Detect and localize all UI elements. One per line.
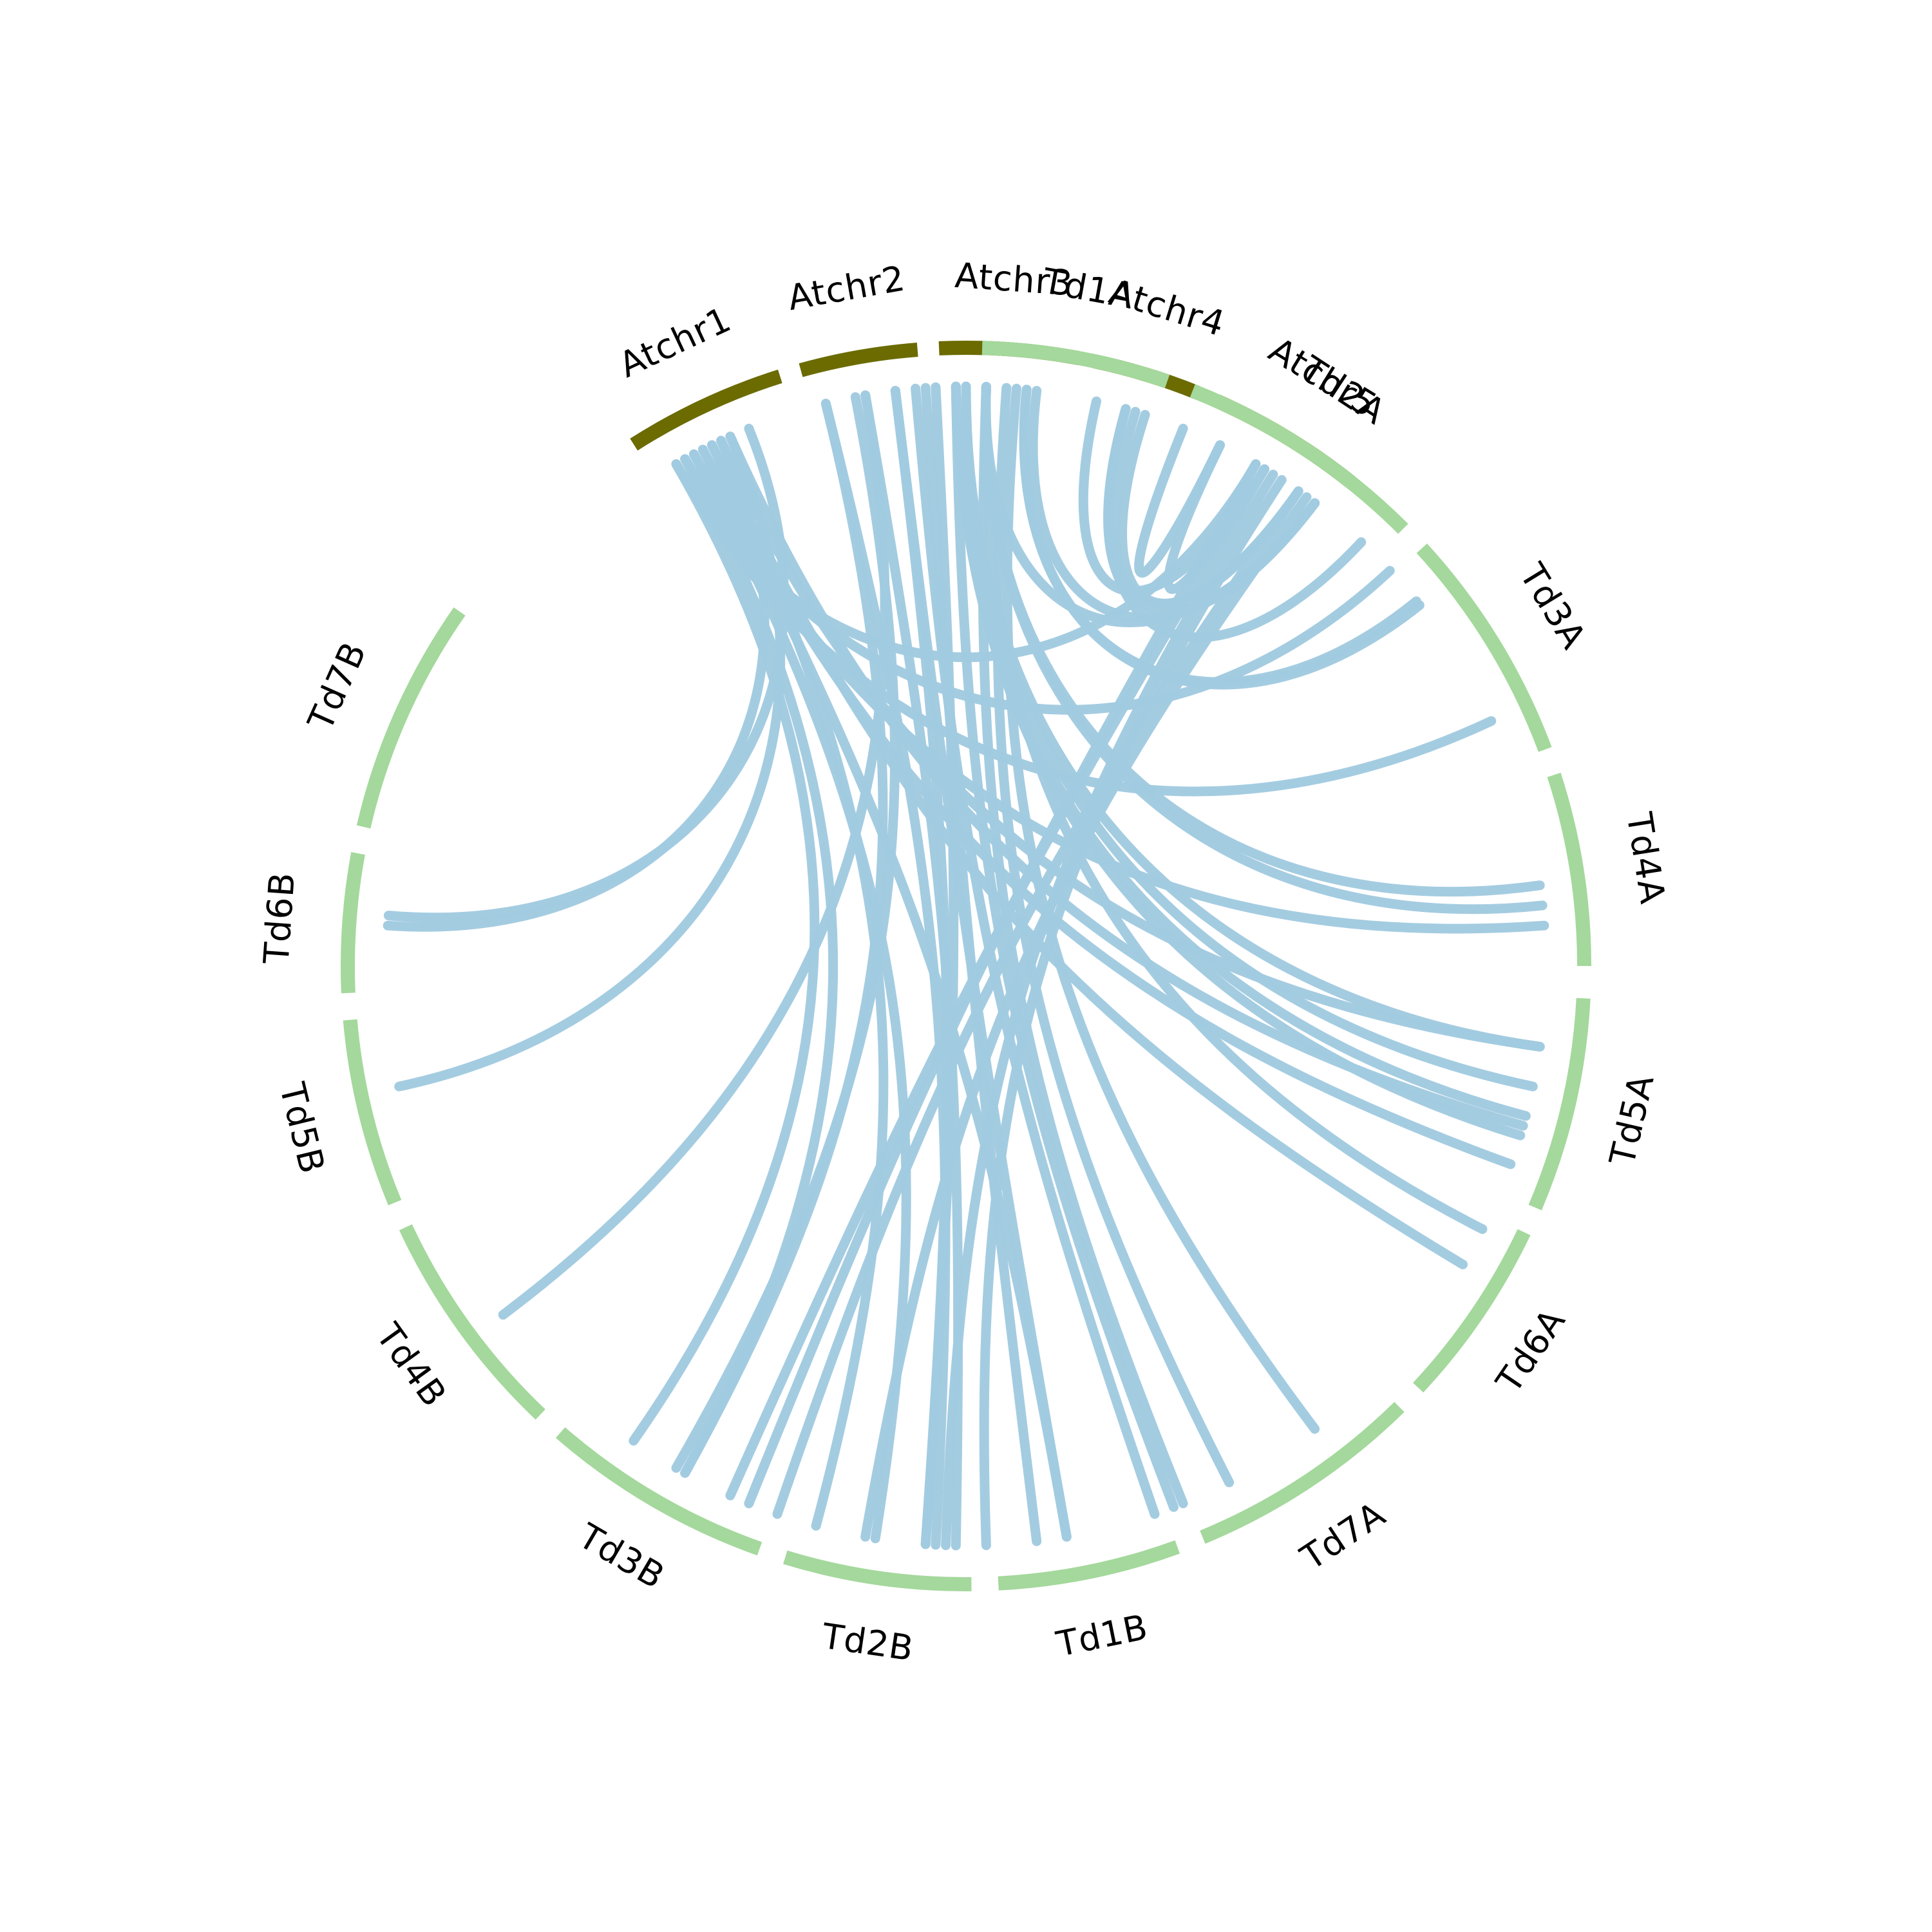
chromosome-label-td5a: Td5A bbox=[1602, 1070, 1662, 1170]
chromosome-arcs bbox=[341, 341, 1591, 1592]
chromosome-label-td3b: Td3B bbox=[571, 1515, 672, 1597]
chromosome-arc-atchr1 bbox=[630, 369, 782, 451]
synteny-link bbox=[725, 431, 1528, 1131]
chromosome-arc-td4a bbox=[1547, 772, 1591, 967]
synteny-link bbox=[1002, 383, 1320, 1434]
chromosome-arc-td3a bbox=[1416, 543, 1552, 752]
chromosome-arc-td2a bbox=[1189, 384, 1408, 534]
synteny-link bbox=[689, 449, 911, 1544]
synteny-link bbox=[725, 464, 1269, 1501]
chromosome-arc-td7a bbox=[1200, 1401, 1405, 1544]
chromosome-label-td6a: Td6A bbox=[1488, 1302, 1573, 1401]
chromosome-label-atchr1: Atchr1 bbox=[613, 299, 737, 386]
synteny-link bbox=[951, 381, 1179, 1512]
synteny-link bbox=[911, 383, 1160, 1519]
chromosome-label-td4b: Td4B bbox=[368, 1316, 455, 1414]
chromosome-arc-td7b bbox=[356, 607, 466, 829]
synteny-link bbox=[707, 440, 889, 1531]
chromosome-label-td2b: Td2B bbox=[819, 1616, 916, 1669]
synteny-link bbox=[383, 435, 770, 932]
synteny-link bbox=[920, 383, 1042, 1546]
chromosome-arc-td5a bbox=[1528, 998, 1591, 1211]
synteny-link bbox=[890, 386, 952, 1549]
synteny-link bbox=[978, 382, 1188, 1508]
chromosome-label-td1a: Td1A bbox=[1039, 260, 1137, 317]
synteny-link bbox=[980, 382, 1488, 1235]
chromosome-arc-td2b bbox=[783, 1550, 972, 1592]
chromosome-label-td5b: Td5B bbox=[272, 1078, 333, 1178]
chromosome-arc-td6a bbox=[1413, 1229, 1531, 1393]
synteny-link bbox=[1104, 404, 1367, 643]
chromosome-label-atchr3: Atchr3 bbox=[954, 255, 1075, 304]
chromosome-label-td7b: Td7B bbox=[299, 636, 374, 737]
chromosome-label-td2a: Td2A bbox=[1293, 348, 1393, 432]
synteny-link bbox=[1019, 384, 1425, 690]
chromosome-label-td3a: Td3A bbox=[1511, 556, 1595, 656]
chromosome-arc-td1a bbox=[981, 341, 1170, 388]
synteny-link bbox=[1163, 440, 1269, 594]
chromosome-arc-td5b bbox=[343, 1019, 402, 1206]
chromosome-arc-td6b bbox=[341, 852, 365, 994]
synteny-link bbox=[992, 383, 1235, 1488]
chromosome-label-td4a: Td4A bbox=[1618, 809, 1673, 907]
chromosome-arc-td4b bbox=[399, 1224, 545, 1420]
synteny-link bbox=[716, 435, 1545, 1052]
chromosome-arc-td3b bbox=[555, 1427, 762, 1556]
synteny-link bbox=[1117, 410, 1303, 609]
chromosome-label-td1b: Td1B bbox=[1052, 1607, 1151, 1665]
synteny-links bbox=[383, 381, 1549, 1551]
chromosome-arc-td1b bbox=[998, 1540, 1180, 1591]
synteny-link bbox=[629, 459, 820, 1446]
chromosome-label-atchr2: Atchr2 bbox=[785, 258, 909, 318]
chromosome-arc-atchr2 bbox=[799, 343, 918, 377]
chromosome-label-td7a: Td7A bbox=[1293, 1493, 1392, 1578]
chromosome-label-td6b: Td6B bbox=[256, 871, 303, 966]
